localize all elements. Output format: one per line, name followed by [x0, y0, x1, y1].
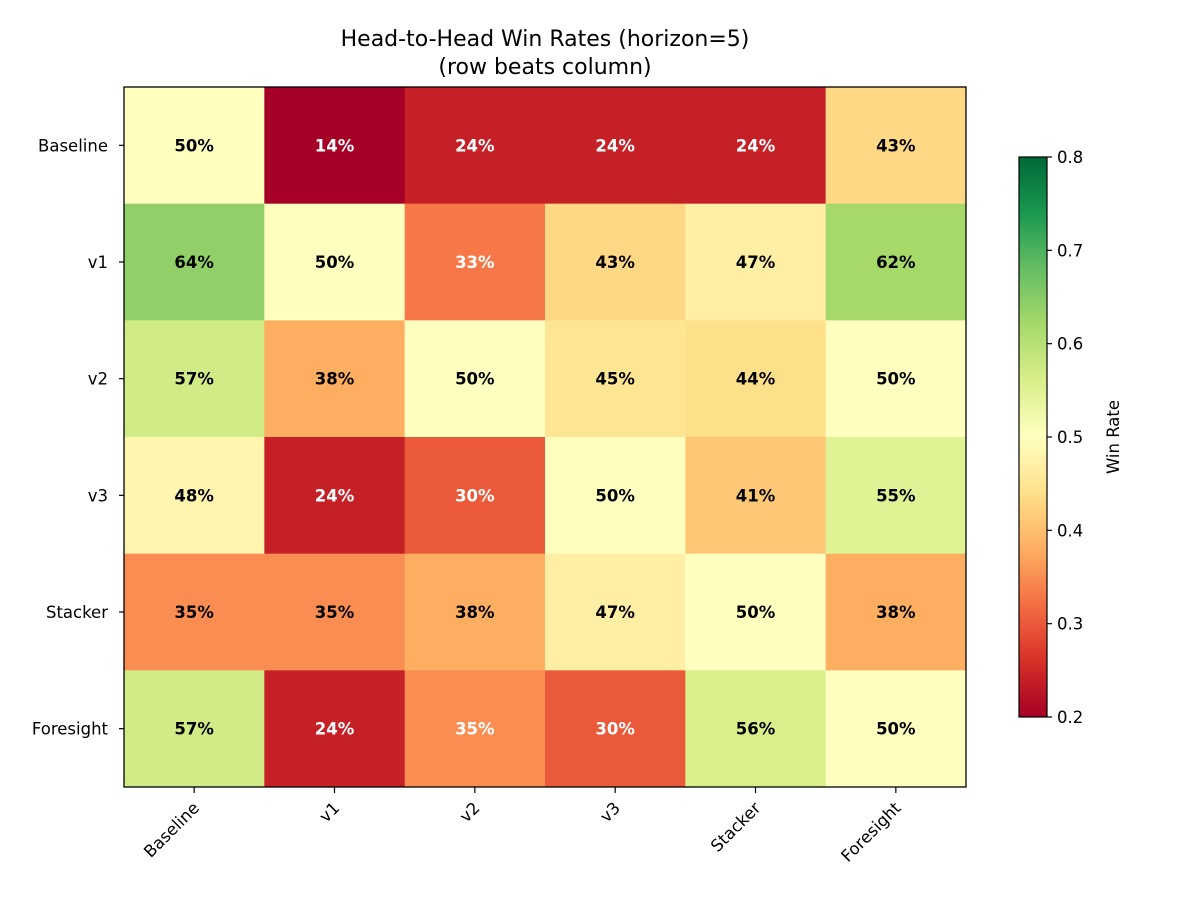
heatmap-cell [124, 437, 265, 555]
cell-label: 24% [455, 136, 495, 155]
y-tick-label: v2 [88, 370, 108, 389]
y-tick-label: Foresight [32, 720, 109, 739]
heatmap-cell [825, 553, 967, 671]
cell-label: 50% [876, 370, 916, 389]
heatmap-cell [825, 437, 967, 555]
cell-label: 50% [595, 486, 635, 505]
cell-label: 38% [876, 603, 916, 622]
colorbar-tick-label: 0.3 [1057, 615, 1083, 634]
cell-label: 50% [876, 720, 916, 739]
heatmap-cell [545, 320, 686, 438]
x-tick-label: Stacker [707, 798, 764, 855]
colorbar-tick-label: 0.4 [1057, 521, 1083, 540]
heatmap-cell [685, 553, 827, 671]
x-tick-label: v1 [316, 798, 344, 826]
cell-label: 57% [174, 370, 214, 389]
x-tick-label: Baseline [140, 798, 203, 861]
colorbar-gradient [1018, 156, 1048, 718]
heatmap-cell [685, 320, 827, 438]
heatmap-cell [545, 553, 686, 671]
heatmap-cell [124, 553, 265, 671]
cell-label: 50% [315, 253, 355, 272]
heatmap-cell [825, 87, 967, 205]
y-tick-label: v3 [88, 486, 108, 505]
heatmap-cell [124, 203, 265, 321]
y-tick-label: Stacker [46, 603, 108, 622]
heatmap-cell [124, 670, 265, 788]
heatmap-cell [825, 670, 967, 788]
cell-label: 44% [736, 370, 776, 389]
heatmap-cell [685, 87, 827, 205]
heatmap-cell [545, 670, 686, 788]
x-tick-label: Foresight [837, 798, 905, 866]
colorbar: 0.2 0.3 0.4 0.5 0.6 0.7 0.8 [1018, 148, 1083, 727]
heatmap-cell [124, 320, 265, 438]
cell-label: 24% [595, 136, 635, 155]
heatmap-cell [545, 437, 686, 555]
cell-label: 55% [876, 486, 916, 505]
cell-label: 50% [455, 370, 495, 389]
cell-label: 30% [595, 720, 635, 739]
heatmap-cell [825, 203, 967, 321]
cell-label: 64% [174, 253, 214, 272]
cell-label: 14% [315, 136, 355, 155]
cell-label: 43% [876, 136, 916, 155]
x-tick-label: v3 [596, 798, 624, 826]
heatmap-cell [264, 553, 406, 671]
heatmap-cell [685, 437, 827, 555]
heatmap-cell [404, 670, 546, 788]
colorbar-tick-label: 0.7 [1057, 241, 1083, 260]
cell-label: 35% [455, 720, 495, 739]
y-tick-label: v1 [88, 253, 108, 272]
x-tick-label: v2 [456, 798, 484, 826]
heatmap-cells: 50% 14% 24% 24% 24% 43% 64% 50% 33% 43% 47% 62% 57% 3… [124, 87, 967, 788]
heatmap-cell [545, 87, 686, 205]
cell-label: 24% [736, 136, 776, 155]
cell-label: 50% [736, 603, 776, 622]
heatmap-cell [404, 553, 546, 671]
heatmap-cell [264, 670, 406, 788]
chart-title: Head-to-Head Win Rates (horizon=5) [341, 27, 750, 52]
heatmap-cell [685, 670, 827, 788]
colorbar-tick-label: 0.8 [1057, 148, 1083, 167]
cell-label: 57% [174, 720, 214, 739]
plot-frame [123, 86, 967, 788]
cell-label: 35% [315, 603, 355, 622]
heatmap-cell [124, 87, 265, 205]
cell-label: 30% [455, 486, 495, 505]
cell-label: 41% [736, 486, 776, 505]
heatmap-cell [404, 437, 546, 555]
cell-label: 47% [595, 603, 635, 622]
heatmap-cell [264, 437, 406, 555]
heatmap-cell [404, 87, 546, 205]
chart-subtitle: (row beats column) [438, 55, 651, 80]
cell-label: 62% [876, 253, 916, 272]
cell-label: 24% [315, 720, 355, 739]
heatmap-cell [685, 203, 827, 321]
cell-label: 48% [174, 486, 214, 505]
colorbar-label: Win Rate [1104, 400, 1123, 474]
cell-label: 38% [315, 370, 355, 389]
heatmap-cell [545, 203, 686, 321]
cell-label: 38% [455, 603, 495, 622]
heatmap-cell [825, 320, 967, 438]
colorbar-tick-label: 0.2 [1057, 708, 1083, 727]
cell-label: 47% [736, 253, 776, 272]
cell-label: 45% [595, 370, 635, 389]
cell-label: 56% [736, 720, 776, 739]
cell-label: 50% [174, 136, 214, 155]
cell-label: 35% [174, 603, 214, 622]
cell-label: 43% [595, 253, 635, 272]
heatmap-cell [264, 87, 406, 205]
heatmap-cell [264, 203, 406, 321]
heatmap-cell [404, 320, 546, 438]
colorbar-tick-label: 0.5 [1057, 428, 1083, 447]
y-tick-label: Baseline [38, 136, 108, 155]
cell-label: 33% [455, 253, 495, 272]
heatmap-cell [404, 203, 546, 321]
colorbar-tick-label: 0.6 [1057, 335, 1083, 354]
heatmap-cell [264, 320, 406, 438]
cell-label: 24% [315, 486, 355, 505]
